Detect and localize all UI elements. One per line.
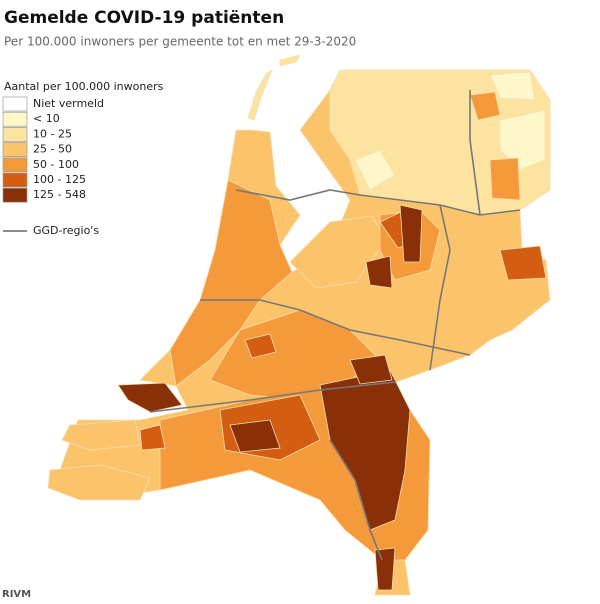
source: RIVM bbox=[2, 589, 31, 600]
legend-label: 10 - 25 bbox=[33, 127, 72, 140]
region bbox=[499, 109, 546, 171]
legend-swatch bbox=[2, 187, 28, 203]
legend-swatch bbox=[2, 172, 28, 188]
legend-swatch bbox=[2, 96, 28, 112]
region bbox=[349, 354, 393, 385]
island bbox=[279, 54, 301, 67]
region bbox=[489, 71, 536, 101]
legend-label: 50 - 100 bbox=[33, 158, 79, 171]
island bbox=[47, 464, 151, 501]
region bbox=[374, 547, 396, 591]
region bbox=[489, 157, 521, 201]
region bbox=[365, 255, 393, 289]
legend-label: 25 - 50 bbox=[33, 143, 72, 156]
region bbox=[169, 179, 293, 387]
region bbox=[139, 424, 166, 451]
island bbox=[61, 419, 141, 451]
legend-label: 125 - 548 bbox=[33, 188, 86, 201]
legend-label: Niet vermeld bbox=[33, 97, 104, 110]
title: Gemelde COVID-19 patiënten bbox=[4, 8, 284, 28]
legend-title: Aantal per 100.000 inwoners bbox=[4, 80, 164, 93]
legend-swatch bbox=[2, 111, 28, 127]
legend-label: < 10 bbox=[33, 112, 60, 125]
legend-swatch bbox=[2, 127, 28, 142]
region bbox=[229, 419, 281, 453]
map bbox=[47, 54, 551, 596]
ggd-boundary bbox=[149, 381, 397, 413]
region bbox=[399, 204, 423, 263]
legend: Aantal per 100.000 inwoners Niet vermeld… bbox=[2, 80, 164, 237]
region bbox=[499, 245, 547, 281]
subtitle: Per 100.000 inwoners per gemeente tot en… bbox=[4, 35, 356, 49]
ggd-boundary bbox=[469, 90, 481, 216]
legend-label: 100 - 125 bbox=[33, 173, 86, 186]
region bbox=[244, 333, 277, 359]
region bbox=[354, 149, 396, 191]
island bbox=[117, 382, 183, 413]
legend-swatch bbox=[2, 142, 28, 157]
legend-label: GGD-regio's bbox=[33, 224, 99, 237]
ggd-boundary bbox=[200, 299, 471, 356]
legend-swatch bbox=[2, 157, 28, 173]
ggd-boundary bbox=[329, 439, 383, 561]
ggd-boundary bbox=[429, 204, 451, 371]
region bbox=[469, 91, 501, 121]
island bbox=[247, 68, 273, 121]
